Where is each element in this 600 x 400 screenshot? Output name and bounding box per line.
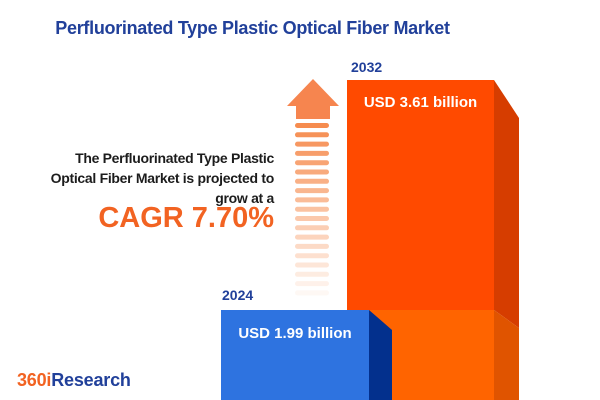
arrow-stripe [295,271,329,277]
arrow-stripe [295,234,329,240]
arrow-stripe [295,281,329,287]
logo-part-research: Research [51,370,131,390]
arrow-stripe [295,141,329,147]
bar-2032-side-upper [494,80,519,328]
arrow-stripe [295,206,329,212]
cagr-value: CAGR 7.70% [98,202,274,234]
annotation-line-1: The Perfluorinated Type Plastic [75,150,274,166]
arrow-stripe [295,178,329,184]
bar-2032-year-label: 2032 [351,59,383,75]
growth-arrow-head-icon [287,79,339,119]
arrow-stripe [295,123,329,128]
bar-2024-side [369,310,392,400]
arrow-stripe [295,132,329,138]
company-logo: 360iResearch [17,370,131,391]
arrow-stripe [295,290,329,296]
arrow-stripe [295,225,329,231]
logo-part-360i: 360i [17,370,52,390]
arrow-stripe [295,188,329,194]
annotation-line-2: Optical Fiber Market is projected to [50,170,275,186]
arrow-stripe [295,262,329,268]
bar-2024-front [221,310,369,400]
arrow-stripe [295,216,329,221]
annotation-line-3: grow at a [215,190,274,206]
bar-2024-value-label: USD 1.99 billion [238,325,352,342]
bar-2032-front-upper [347,80,494,310]
arrow-stripe [295,243,329,249]
bar-2024-year-label: 2024 [222,287,254,303]
arrow-stripe [295,160,329,166]
arrow-stripe [295,169,329,175]
bar-2032-value-label: USD 3.61 billion [363,94,478,111]
arrow-stripe [295,197,329,203]
arrow-stripe [295,150,329,156]
bar-2032-side-lower [494,310,519,400]
growth-arrow-stripes-icon [295,123,329,296]
arrow-stripe [295,253,329,259]
page-title: Perfluorinated Type Plastic Optical Fibe… [55,18,450,38]
